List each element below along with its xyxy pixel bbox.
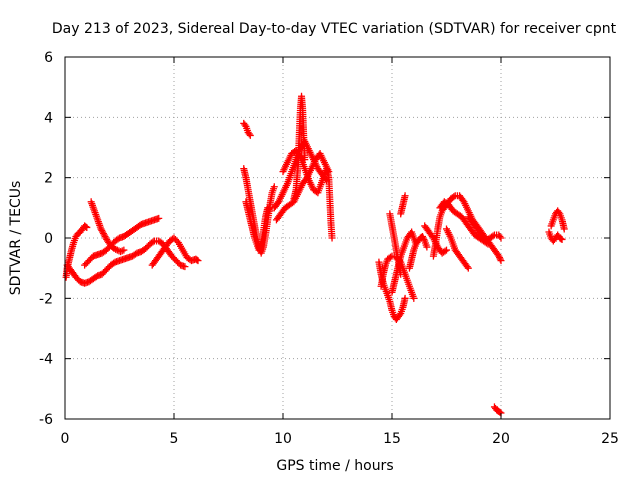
data-point — [555, 208, 563, 216]
data-point — [102, 234, 110, 242]
data-point — [97, 225, 105, 233]
data-point — [401, 192, 409, 200]
data-point — [441, 247, 449, 255]
series-sat-track-k — [279, 147, 336, 242]
y-tick-label: -6 — [39, 412, 53, 428]
data-point — [443, 246, 450, 254]
series-sat-track-y — [547, 207, 568, 233]
x-tick-label: 5 — [170, 431, 179, 447]
series-sat-track-b — [63, 237, 189, 287]
data-point — [149, 238, 157, 246]
data-point — [489, 232, 497, 240]
y-axis-label: SDTVAR / TECUs — [8, 181, 24, 296]
y-tick-label: 0 — [44, 231, 53, 247]
series-sat-track-q — [405, 232, 431, 272]
data-point — [396, 311, 404, 319]
data-point — [497, 234, 505, 242]
data-point — [496, 232, 504, 240]
data-point — [118, 247, 126, 255]
axis-ticks: 0 5 10 15 20 25 -6 -4 -2 0 2 4 6 — [39, 50, 619, 447]
series-sat-track-e — [148, 234, 202, 269]
data-point — [100, 231, 108, 239]
data-point — [194, 257, 202, 265]
data-point — [110, 245, 118, 253]
series-sat-track-a — [62, 222, 91, 281]
series-sat-track-t — [429, 192, 505, 265]
data-point — [328, 234, 336, 242]
series-sat-track-d — [81, 214, 163, 269]
data-point — [419, 234, 427, 242]
series-sat-track-l — [272, 150, 333, 224]
series-sat-track-z — [545, 228, 566, 245]
data-point — [387, 253, 395, 261]
data-point — [99, 229, 107, 237]
data-point — [246, 131, 254, 139]
grid — [65, 57, 610, 419]
data-point — [120, 246, 128, 254]
data-point — [496, 408, 504, 416]
data-point — [420, 236, 428, 244]
data-point — [450, 193, 458, 201]
data-point — [397, 270, 405, 278]
series-sat-track-f — [240, 119, 254, 139]
y-tick-label: -4 — [39, 352, 53, 368]
chart-title: Day 213 of 2023, Sidereal Day-to-day VTE… — [52, 21, 617, 37]
data-point — [463, 263, 471, 271]
series-sat-track-p — [386, 210, 405, 278]
y-tick-label: 2 — [44, 171, 53, 187]
data-point — [98, 226, 106, 234]
data-point — [295, 151, 303, 159]
data-point — [270, 183, 278, 191]
data-point — [557, 235, 565, 243]
y-tick-label: -2 — [39, 291, 53, 307]
data-point — [265, 205, 273, 213]
data-point — [266, 207, 274, 215]
data-point — [181, 263, 189, 271]
series-sat-track-r — [397, 192, 409, 218]
x-tick-label: 10 — [274, 431, 292, 447]
x-tick-label: 15 — [383, 431, 401, 447]
x-axis-label: GPS time / hours — [276, 458, 393, 474]
data-point — [423, 243, 431, 251]
data-point — [241, 121, 249, 129]
data-point — [497, 257, 505, 265]
data-point — [419, 232, 427, 240]
data-point — [155, 214, 163, 222]
data-point — [193, 256, 201, 264]
x-tick-label: 25 — [601, 431, 619, 447]
data-point — [558, 236, 566, 244]
data-point — [117, 248, 125, 256]
data-point — [325, 168, 333, 176]
y-tick-label: 6 — [44, 50, 53, 66]
data-point — [82, 223, 90, 231]
series-sat-track-g — [240, 165, 278, 257]
series-sat-track-c — [87, 198, 128, 256]
data-point — [83, 223, 91, 231]
series-sat-track-s — [421, 222, 450, 257]
series-sat-track-v — [443, 225, 472, 272]
data-point — [560, 225, 568, 233]
x-tick-label: 0 — [61, 431, 70, 447]
data-point — [410, 294, 418, 302]
data-point — [401, 294, 409, 302]
data-point — [112, 245, 120, 253]
data-point — [464, 264, 472, 272]
x-tick-label: 20 — [492, 431, 510, 447]
data-point — [101, 232, 109, 240]
data-point — [496, 254, 504, 262]
data-points — [62, 92, 568, 417]
data-point — [99, 228, 107, 236]
data-point — [113, 246, 121, 254]
data-point — [245, 130, 253, 138]
series-sat-track-h — [242, 198, 274, 254]
data-point — [496, 255, 504, 263]
y-tick-label: 4 — [44, 110, 53, 126]
data-point — [495, 252, 503, 260]
series-sat-track-x — [490, 403, 505, 417]
series-sat-track-w — [464, 213, 505, 245]
